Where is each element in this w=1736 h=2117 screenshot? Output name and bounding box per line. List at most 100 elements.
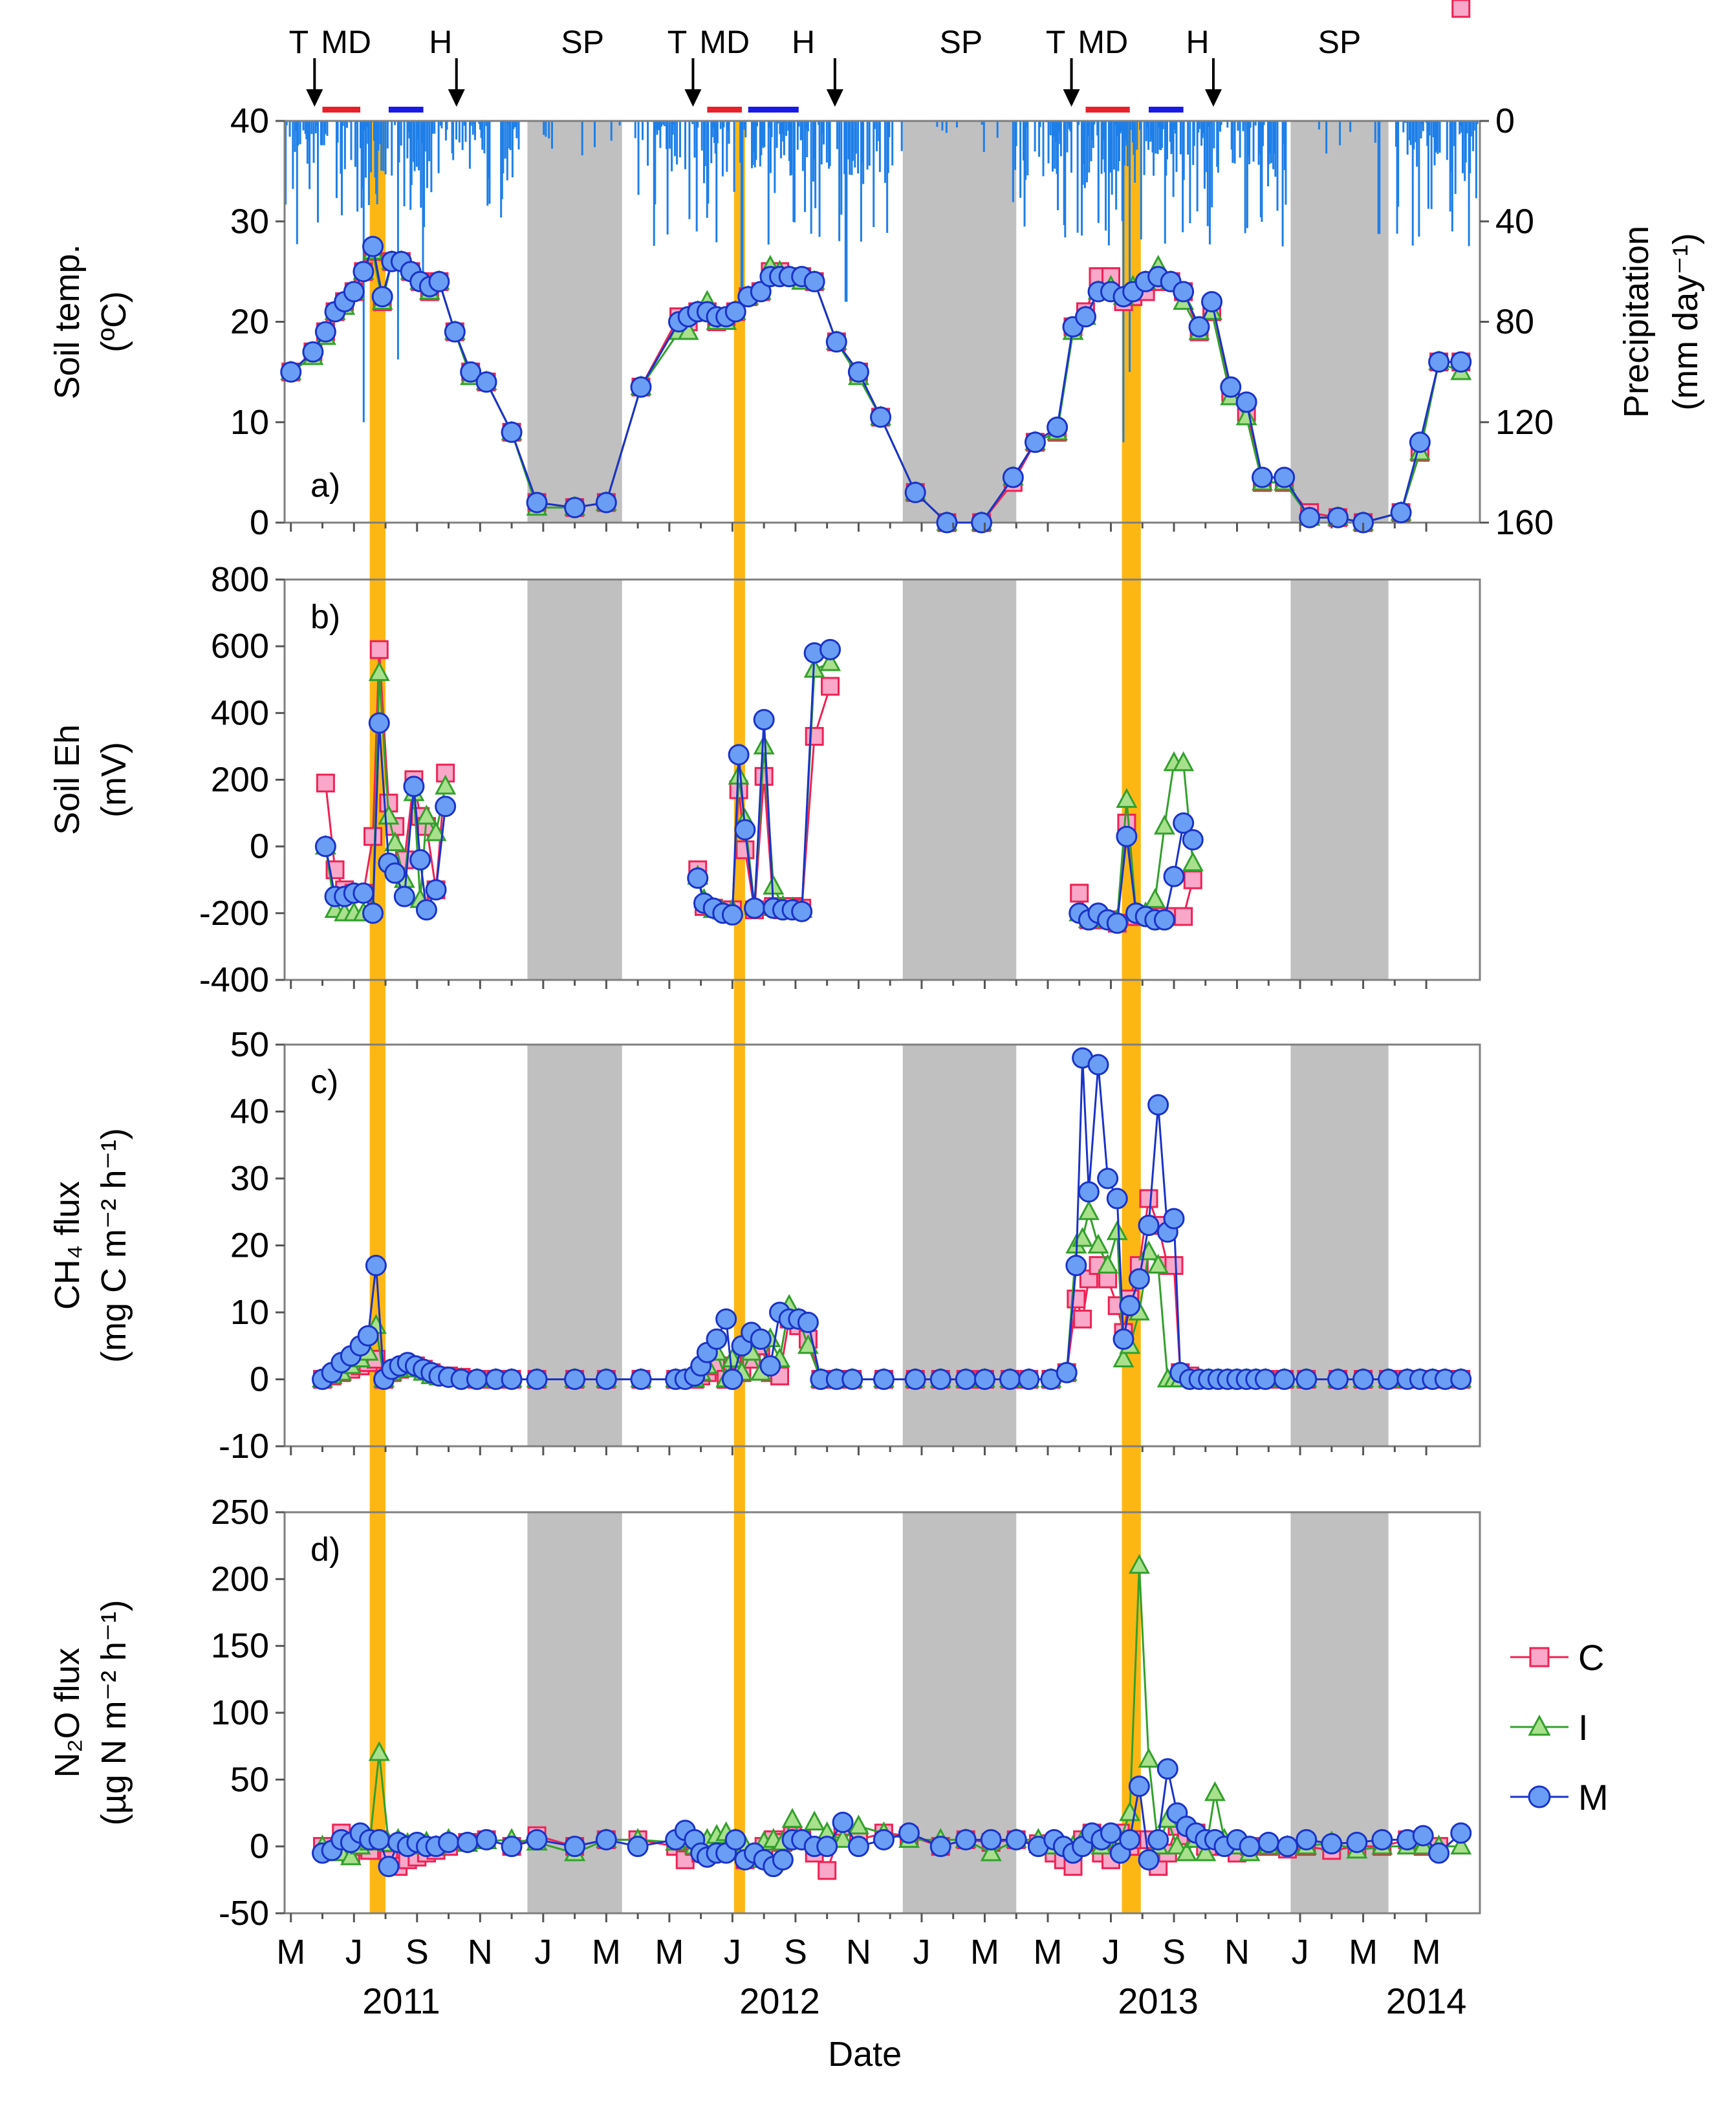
point-M <box>721 1369 743 1390</box>
point-M <box>1274 1369 1296 1390</box>
series-M-panel-b <box>314 638 1204 934</box>
point-I <box>1087 1233 1109 1254</box>
point-C <box>316 774 335 793</box>
point-M <box>1024 431 1046 453</box>
point-M <box>1100 1822 1122 1844</box>
event-label: T <box>667 24 688 60</box>
year-label: 2011 <box>362 1981 440 2021</box>
point-M <box>1138 1849 1160 1871</box>
point-C <box>369 640 389 659</box>
point-C <box>1183 870 1202 889</box>
point-M <box>1097 1167 1119 1189</box>
y-tick-label: -50 <box>219 1894 269 1933</box>
point-C <box>1164 1256 1184 1276</box>
point-M <box>1409 431 1431 453</box>
point-M <box>1156 1758 1178 1780</box>
point-M <box>526 1369 548 1390</box>
point-M <box>744 897 766 919</box>
y2-tick-label: 120 <box>1495 403 1554 442</box>
point-M <box>595 492 617 514</box>
point-M <box>721 904 743 926</box>
point-M <box>955 1369 977 1390</box>
panel-background <box>285 580 1480 980</box>
point-M <box>1371 1829 1393 1851</box>
point-M <box>1188 316 1210 338</box>
event-label: SP <box>1318 24 1362 60</box>
x-month-label: M <box>970 1933 999 1971</box>
point-M <box>753 709 775 731</box>
point-M <box>898 1822 920 1844</box>
point-M <box>362 235 384 257</box>
point-I <box>1450 1834 1472 1855</box>
flooding-bar-red <box>322 107 361 113</box>
point-M <box>1428 351 1450 373</box>
point-M <box>1002 466 1024 488</box>
point-M <box>438 1831 460 1853</box>
point-M <box>1147 1094 1169 1116</box>
point-M <box>403 776 425 798</box>
winter-band <box>527 121 622 523</box>
y-tick-label: 30 <box>230 202 269 241</box>
legend: CIM <box>1510 1637 1609 1818</box>
point-M <box>1450 1822 1472 1844</box>
y-tick-label: -400 <box>199 961 269 999</box>
point-M <box>1450 351 1472 373</box>
point-M <box>1116 825 1138 847</box>
point-M <box>847 1836 869 1858</box>
point-M <box>475 371 497 393</box>
x-month-label: S <box>784 1933 807 1971</box>
point-M <box>595 1829 617 1851</box>
data-series <box>280 0 1472 1880</box>
event-label: T <box>1046 24 1066 60</box>
series-M-panel-a <box>280 235 1472 534</box>
point-M <box>409 849 431 871</box>
point-I <box>1106 1220 1128 1241</box>
point-M <box>904 1369 926 1390</box>
point-I <box>1176 1841 1198 1862</box>
point-M <box>302 341 324 363</box>
point-M <box>1047 417 1069 439</box>
y-tick-label: 400 <box>211 693 269 732</box>
event-label: T <box>289 24 309 60</box>
x-month-label: N <box>1224 1933 1250 1971</box>
point-M <box>1274 466 1296 488</box>
point-I <box>1182 851 1204 871</box>
point-M <box>353 261 374 283</box>
point-M <box>1327 506 1349 528</box>
point-I <box>1166 1834 1188 1855</box>
point-M <box>460 361 482 383</box>
point-M <box>627 1836 649 1858</box>
point-M <box>687 867 709 889</box>
point-I <box>435 774 457 795</box>
point-M <box>1138 1214 1160 1236</box>
point-M <box>564 1836 586 1858</box>
flooding-bar-red <box>707 107 743 113</box>
y-axis-units: (ºC) <box>94 291 133 353</box>
point-M <box>1182 829 1204 851</box>
point-M <box>1065 1255 1087 1277</box>
point-C <box>754 766 774 786</box>
point-M <box>526 1829 548 1851</box>
midseason-drainage-band <box>1122 121 1141 1913</box>
point-M <box>955 1829 977 1851</box>
point-C <box>821 677 840 696</box>
point-M <box>1235 391 1257 413</box>
point-I <box>1128 1554 1150 1574</box>
y-tick-label: 40 <box>230 1092 269 1131</box>
point-M <box>816 1836 838 1858</box>
flooding-bar-blue <box>388 107 424 113</box>
point-M <box>1346 1831 1368 1853</box>
point-M <box>1257 1831 1279 1853</box>
event-label: MD <box>1078 24 1128 60</box>
y-tick-label: 0 <box>250 827 269 866</box>
y2-tick-label: 160 <box>1495 503 1554 542</box>
winter-band <box>1290 580 1389 980</box>
x-month-label: J <box>534 1933 552 1971</box>
y-tick-label: 10 <box>230 403 269 442</box>
point-M <box>772 1849 794 1871</box>
point-M <box>1106 912 1128 934</box>
point-M <box>980 1829 1002 1851</box>
flooding-bar-blue <box>1149 107 1184 113</box>
point-M <box>1163 865 1185 887</box>
point-I <box>1078 1200 1100 1221</box>
